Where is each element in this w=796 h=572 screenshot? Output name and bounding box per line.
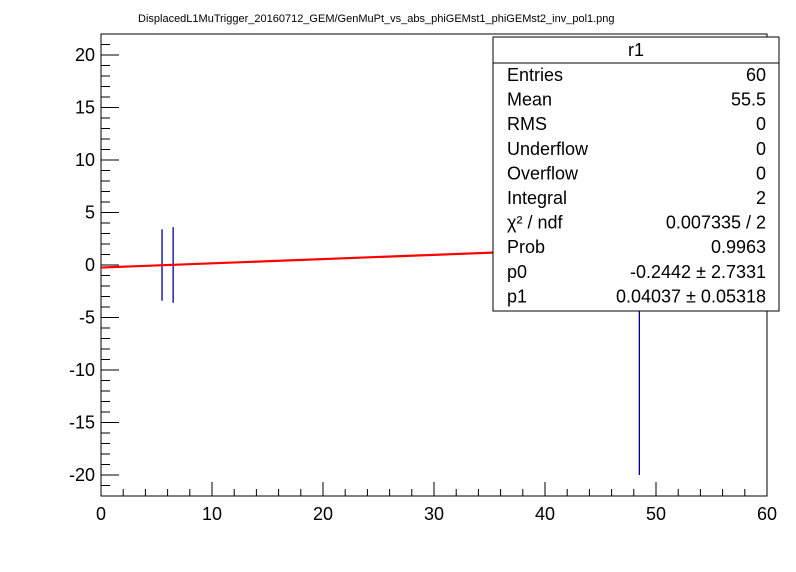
stats-row-value: 2 [756,188,766,208]
x-tick-label: 0 [96,504,106,524]
y-tick-label: -5 [79,308,95,328]
stats-row-label: Prob [507,237,545,257]
x-tick-label: 60 [757,504,777,524]
stats-row-value: 60 [746,65,766,85]
stats-row-label: p1 [507,286,527,306]
stats-row-value: 55.5 [731,90,766,110]
y-tick-label: -20 [69,465,95,485]
y-tick-label: 0 [85,255,95,275]
y-tick-label: -15 [69,413,95,433]
stats-row-value: 0.04037 ± 0.05318 [616,286,766,306]
stats-row-value: 0 [756,163,766,183]
stats-row-label: Entries [507,65,563,85]
chart-title: DisplacedL1MuTrigger_20160712_GEM/GenMuP… [138,13,615,25]
stats-row-label: χ² / ndf [507,213,563,233]
y-tick-label: 5 [85,203,95,223]
stats-row-label: Mean [507,90,552,110]
stats-row-value: 0 [756,114,766,134]
stats-row-label: RMS [507,114,547,134]
stats-row-label: p0 [507,262,527,282]
x-tick-label: 20 [313,504,333,524]
y-tick-label: 15 [75,98,95,118]
x-tick-label: 50 [646,504,666,524]
y-tick-label: 20 [75,45,95,65]
stats-box: r1 Entries 60 Mean 55.5 RMS 0 Underflow 0 Overfl… [492,36,780,312]
stats-row-label: Overflow [507,163,579,183]
y-tick-label: -10 [69,360,95,380]
stats-row-value: 0.9963 [711,237,766,257]
stats-row-value: 0 [756,139,766,159]
stats-row-label: Underflow [507,139,589,159]
x-tick-label: 10 [202,504,222,524]
stats-box-border [492,36,780,312]
stats-row-label: Integral [507,188,567,208]
y-tick-label: 10 [75,150,95,170]
x-tick-label: 30 [424,504,444,524]
stats-row-value: 0.007335 / 2 [666,213,766,233]
stats-name: r1 [628,40,644,60]
x-tick-label: 40 [535,504,555,524]
stats-row-value: -0.2442 ± 2.7331 [630,262,766,282]
